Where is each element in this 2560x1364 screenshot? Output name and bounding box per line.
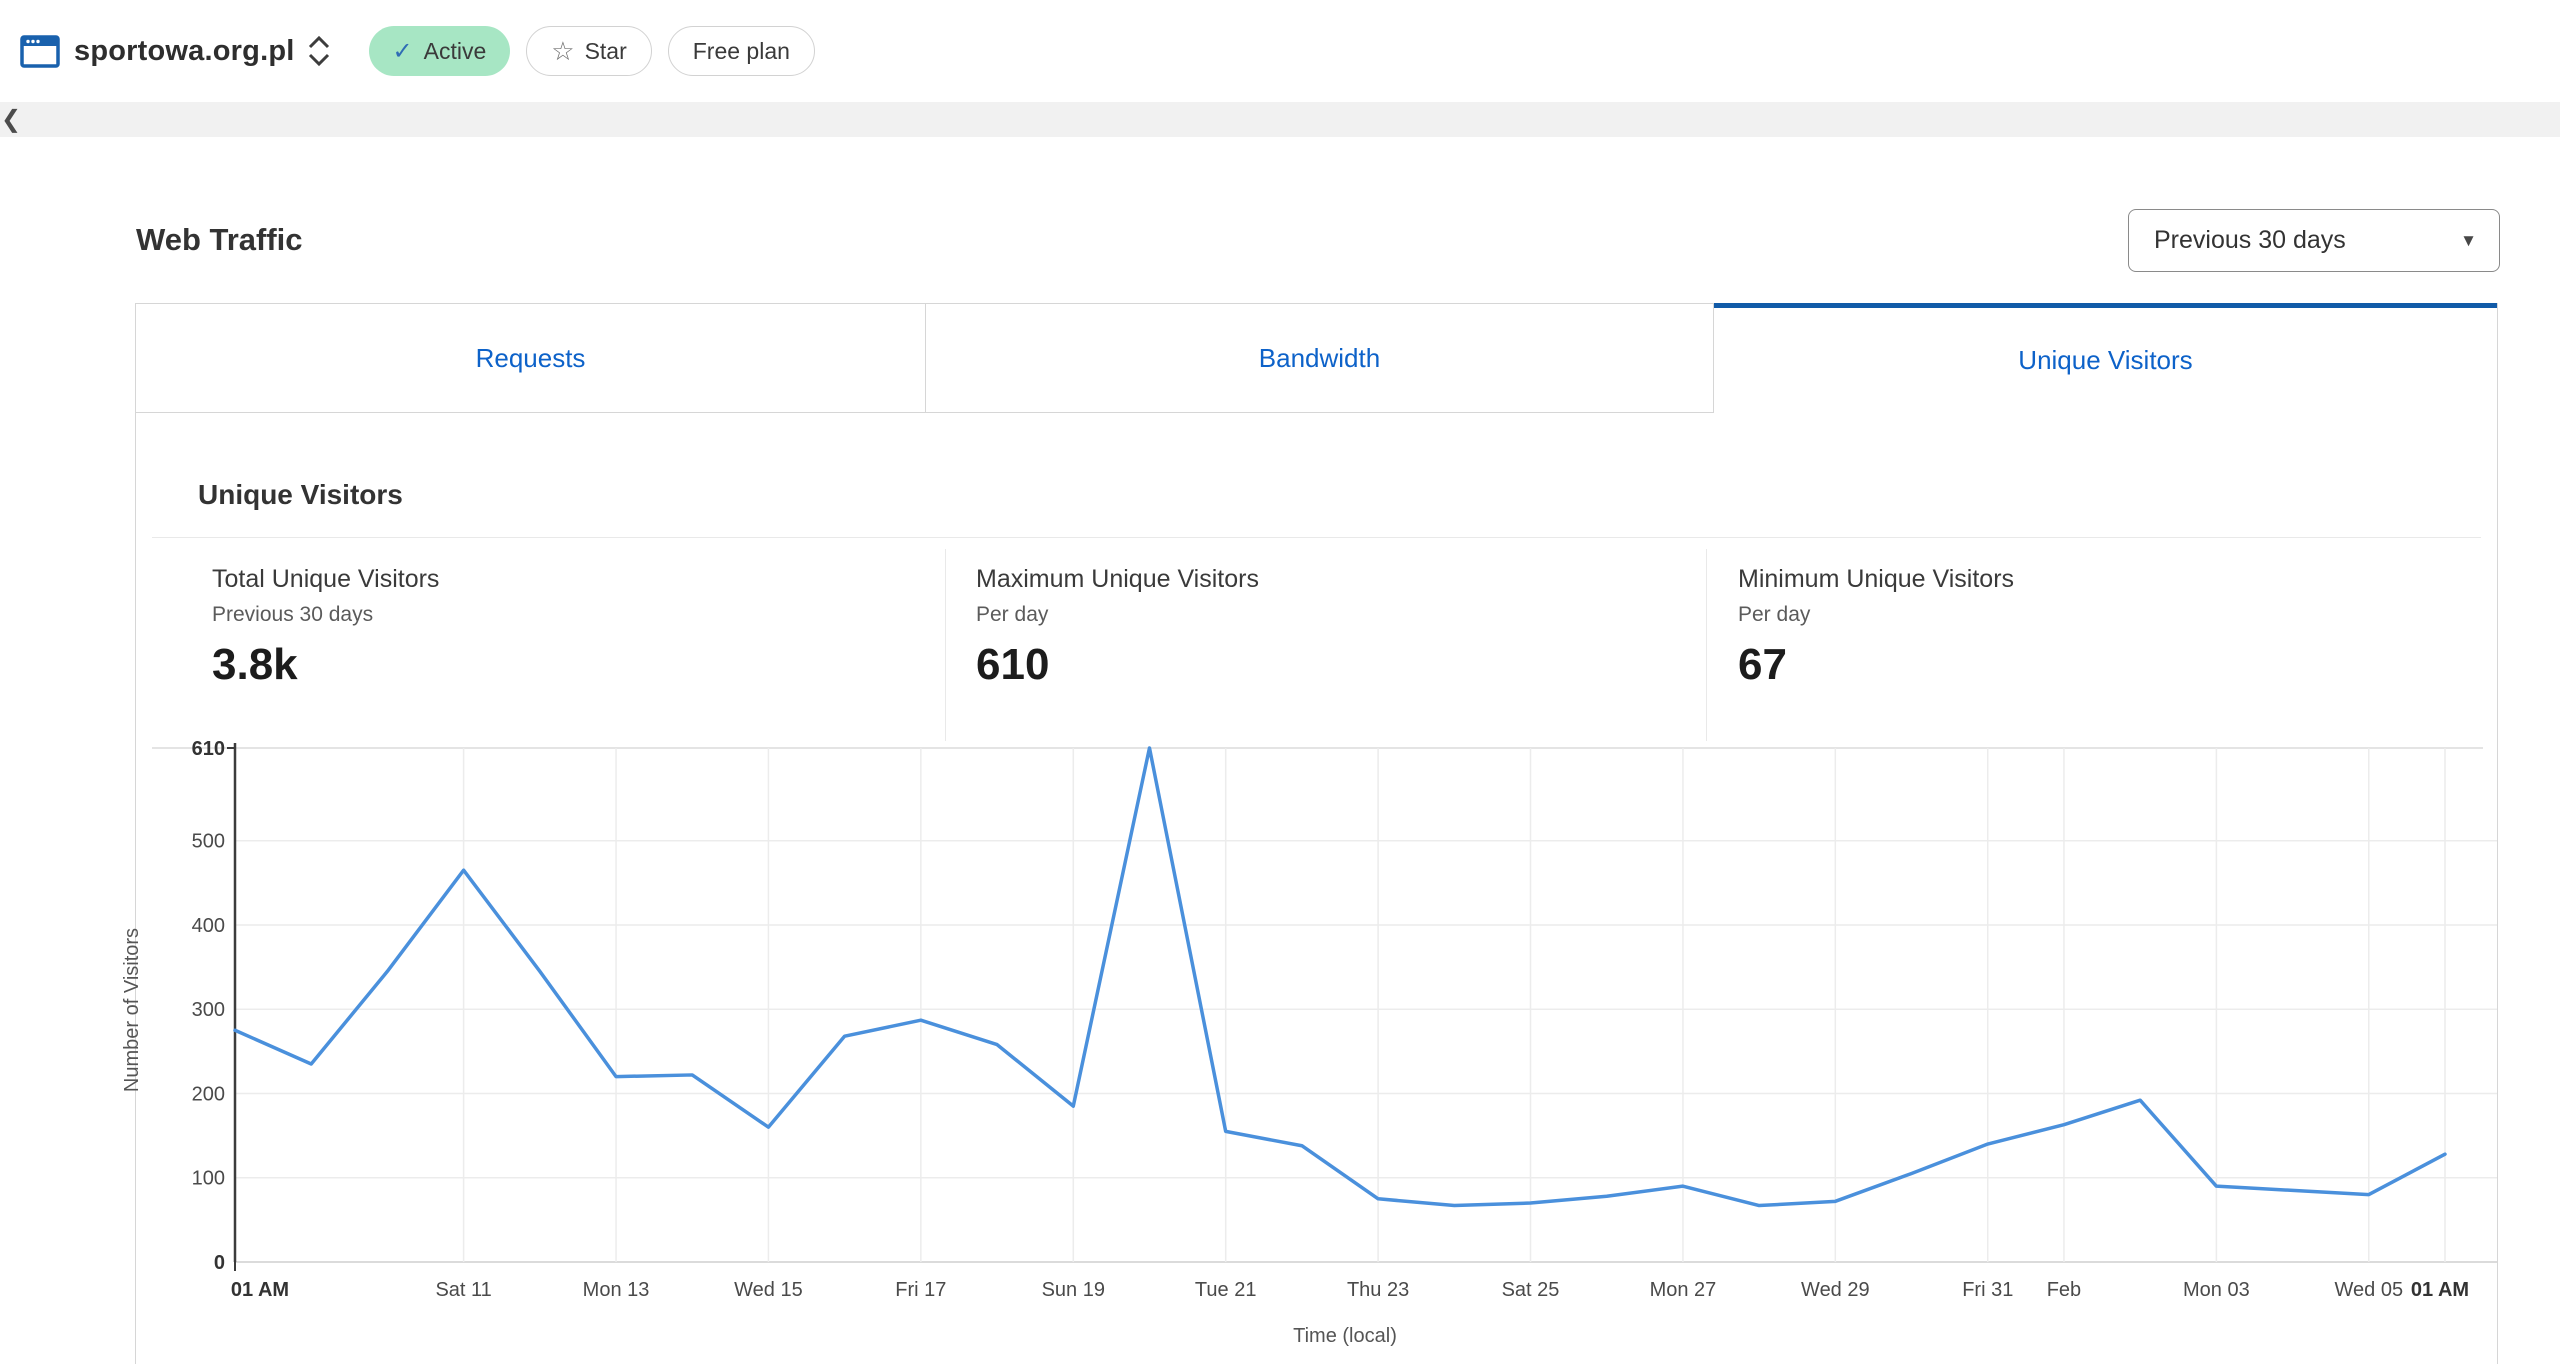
stat-maximum-unique-visitors: Maximum Unique Visitors Per day 610 bbox=[976, 565, 1259, 690]
traffic-tabs: Requests Bandwidth Unique Visitors bbox=[136, 303, 2497, 413]
svg-text:500: 500 bbox=[192, 831, 225, 853]
stat-total-unique-visitors: Total Unique Visitors Previous 30 days 3… bbox=[212, 565, 439, 690]
svg-text:100: 100 bbox=[192, 1168, 225, 1190]
page-title: Web Traffic bbox=[136, 222, 303, 257]
web-traffic-panel: Requests Bandwidth Unique Visitors Uniqu… bbox=[135, 303, 2498, 1364]
divider bbox=[1706, 549, 1707, 741]
plan-badge-label: Free plan bbox=[692, 37, 790, 64]
stat-label: Minimum Unique Visitors bbox=[1738, 565, 2015, 593]
stat-minimum-unique-visitors: Minimum Unique Visitors Per day 67 bbox=[1738, 565, 2014, 690]
check-icon: ✓ bbox=[392, 37, 413, 65]
zone-name: sportowa.org.pl bbox=[74, 34, 295, 67]
website-window-icon bbox=[20, 34, 60, 68]
date-range-value: Previous 30 days bbox=[2154, 226, 2346, 254]
tab-bandwidth-label: Bandwidth bbox=[1258, 342, 1381, 373]
status-badge: ✓ Active bbox=[368, 26, 511, 76]
svg-text:Time (local): Time (local) bbox=[1293, 1325, 1397, 1347]
svg-text:Sat 25: Sat 25 bbox=[1502, 1279, 1560, 1301]
svg-text:Mon 27: Mon 27 bbox=[1650, 1279, 1717, 1301]
stat-value: 3.8k bbox=[212, 640, 298, 689]
unique-visitors-line-chart: 610 500 400 300 200 100 0 01 AM Sat 11 Mon 13 Wed … bbox=[121, 740, 2497, 1347]
status-badge-label: Active bbox=[423, 37, 487, 64]
svg-text:01 AM: 01 AM bbox=[231, 1279, 289, 1301]
tab-requests-label: Requests bbox=[475, 342, 586, 373]
svg-text:0: 0 bbox=[214, 1252, 225, 1274]
tab-unique-visitors-label: Unique Visitors bbox=[2018, 345, 2193, 375]
svg-text:Wed 05: Wed 05 bbox=[2335, 1279, 2404, 1301]
svg-text:Fri 17: Fri 17 bbox=[895, 1279, 946, 1301]
star-button[interactable]: ☆ Star bbox=[526, 26, 652, 76]
svg-text:400: 400 bbox=[192, 915, 225, 937]
tab-requests[interactable]: Requests bbox=[136, 303, 926, 413]
svg-text:Fri 31: Fri 31 bbox=[1962, 1279, 2013, 1301]
svg-text:Feb: Feb bbox=[2047, 1279, 2081, 1301]
collapse-strip: ❮ bbox=[0, 102, 2560, 137]
svg-text:01 AM: 01 AM bbox=[2411, 1279, 2469, 1301]
svg-text:Thu 23: Thu 23 bbox=[1347, 1279, 1409, 1301]
topbar: sportowa.org.pl ✓ Active ☆ Star Free pla… bbox=[0, 0, 2560, 102]
svg-text:200: 200 bbox=[192, 1083, 225, 1105]
chevron-down-icon: ▼ bbox=[2460, 230, 2477, 250]
svg-text:Wed 15: Wed 15 bbox=[734, 1279, 803, 1301]
svg-text:300: 300 bbox=[192, 999, 225, 1021]
zone-switcher-icon[interactable] bbox=[307, 35, 331, 67]
tab-bandwidth[interactable]: Bandwidth bbox=[926, 303, 1714, 413]
star-icon: ☆ bbox=[551, 35, 575, 66]
stat-value: 67 bbox=[1738, 640, 1787, 689]
svg-text:610: 610 bbox=[192, 740, 225, 760]
divider bbox=[945, 549, 946, 741]
star-button-label: Star bbox=[584, 37, 627, 64]
stat-sublabel: Per day bbox=[976, 603, 1049, 626]
stat-value: 610 bbox=[976, 640, 1050, 689]
stat-sublabel: Per day bbox=[1738, 603, 1811, 626]
svg-text:Tue 21: Tue 21 bbox=[1195, 1279, 1257, 1301]
back-chevron-icon[interactable]: ❮ bbox=[1, 106, 22, 133]
svg-text:Mon 03: Mon 03 bbox=[2183, 1279, 2250, 1301]
stat-sublabel: Previous 30 days bbox=[212, 603, 374, 626]
stat-label: Maximum Unique Visitors bbox=[976, 565, 1259, 593]
section-heading: Unique Visitors bbox=[198, 479, 403, 510]
divider bbox=[152, 537, 2481, 538]
date-range-dropdown[interactable]: Previous 30 days ▼ bbox=[2128, 209, 2500, 272]
svg-text:Sun 19: Sun 19 bbox=[1042, 1279, 1105, 1301]
svg-text:Wed 29: Wed 29 bbox=[1801, 1279, 1870, 1301]
svg-text:Sat 11: Sat 11 bbox=[435, 1279, 491, 1301]
svg-text:Number of Visitors: Number of Visitors bbox=[121, 928, 143, 1092]
tab-unique-visitors[interactable]: Unique Visitors bbox=[1714, 303, 2497, 413]
stat-label: Total Unique Visitors bbox=[212, 565, 440, 593]
svg-text:Mon 13: Mon 13 bbox=[583, 1279, 650, 1301]
plan-badge: Free plan bbox=[667, 26, 815, 76]
